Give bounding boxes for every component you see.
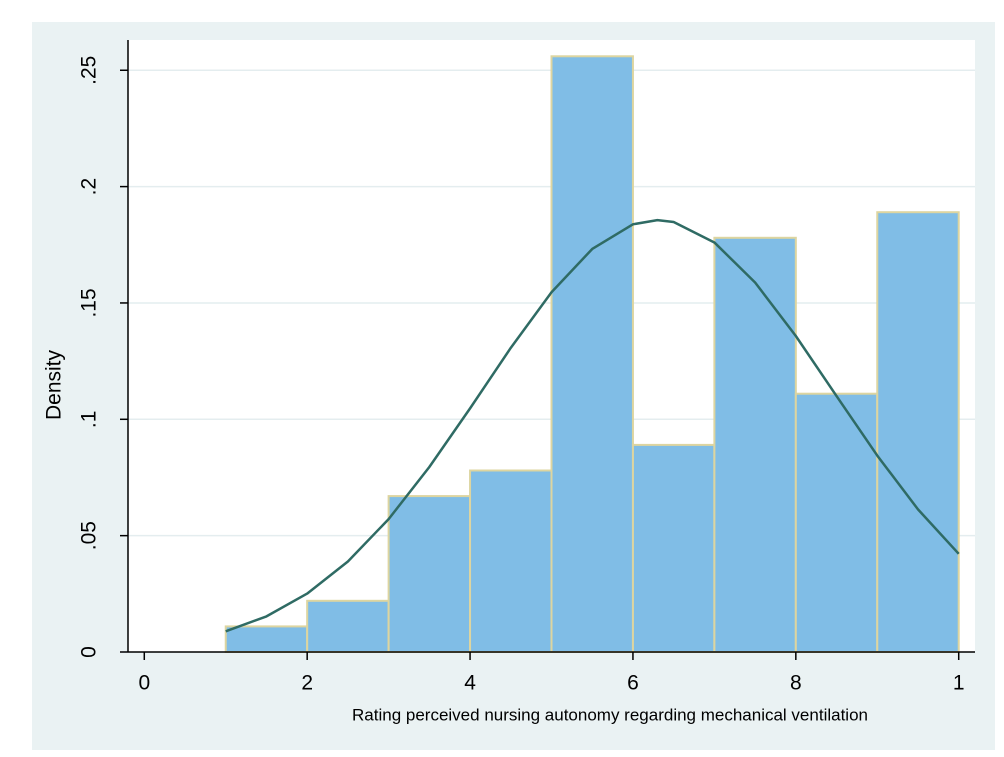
y-tick-label: .25 xyxy=(78,56,101,85)
bar xyxy=(794,392,879,653)
bar xyxy=(224,625,309,653)
y-tick-label: .2 xyxy=(78,178,101,196)
x-tick-label: 8 xyxy=(790,672,802,695)
y-tick-label: .1 xyxy=(78,411,101,429)
bar xyxy=(550,55,634,653)
y-tick-label: .05 xyxy=(78,521,101,550)
bar xyxy=(631,443,716,653)
bar xyxy=(876,211,960,653)
x-tick-label: 6 xyxy=(627,672,639,695)
x-tick-label: 4 xyxy=(464,672,476,695)
y-axis-title: Density xyxy=(43,349,66,420)
normal-curve xyxy=(225,218,960,633)
x-axis-title: Rating perceived nursing autonomy regard… xyxy=(352,705,868,724)
x-tick-label: 0 xyxy=(138,672,150,695)
bar xyxy=(713,236,797,653)
x-tick-label: 2 xyxy=(301,672,313,695)
bar xyxy=(469,469,553,653)
bar xyxy=(387,495,472,653)
x-tick-label: 1 xyxy=(953,672,965,695)
bar xyxy=(306,599,390,654)
y-tick-label: .15 xyxy=(78,288,101,317)
y-tick-label: 0 xyxy=(78,646,101,658)
